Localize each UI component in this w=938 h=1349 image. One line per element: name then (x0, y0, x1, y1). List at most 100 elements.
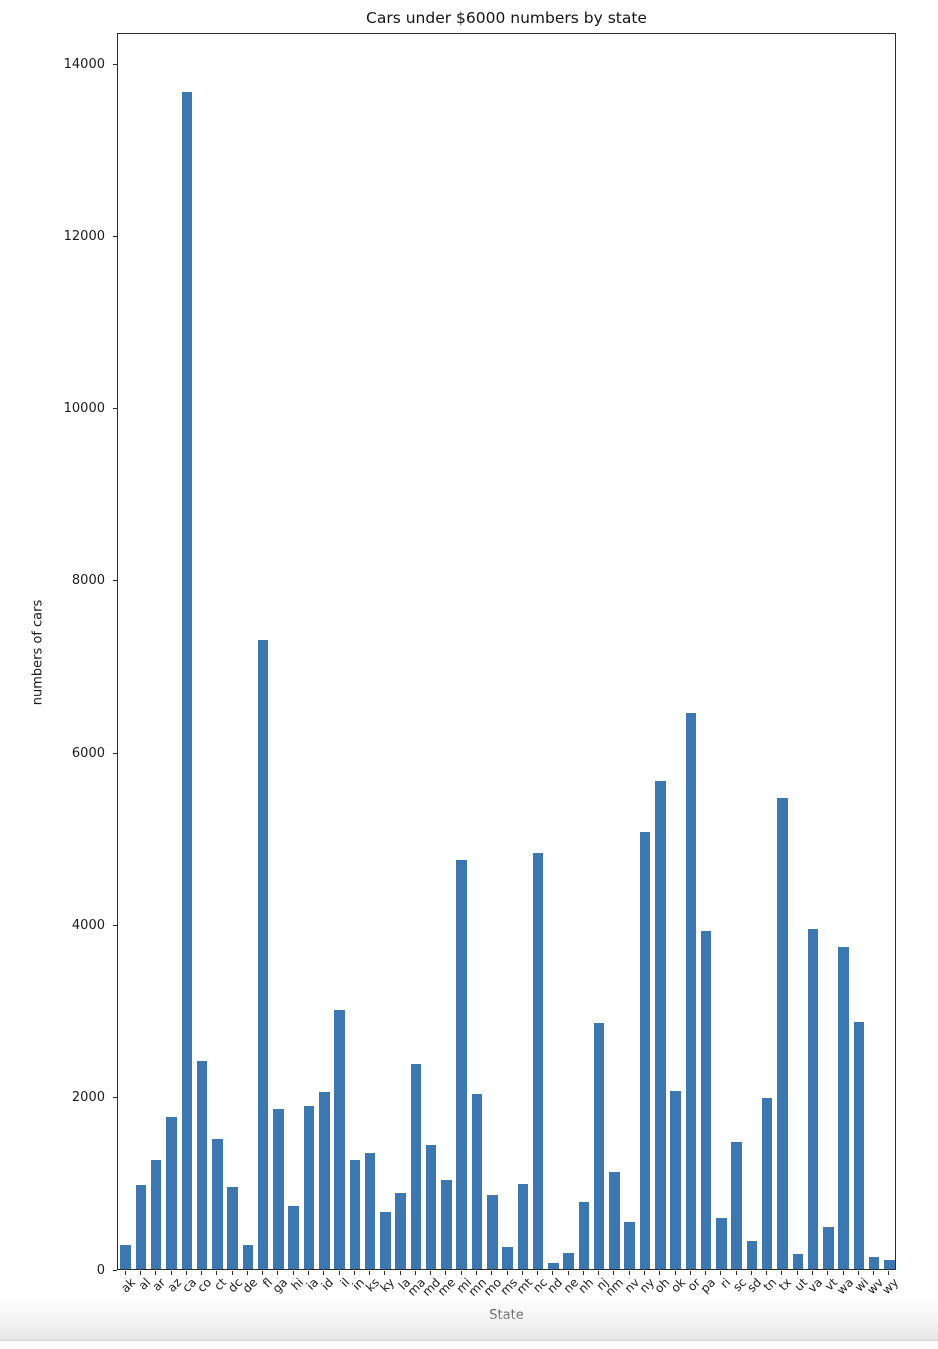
y-tick-mark (113, 1097, 117, 1099)
x-tick-mark (476, 1271, 477, 1275)
bar-nh (578, 1201, 590, 1269)
x-tick-mark (567, 1271, 569, 1275)
y-tick-label: 12000 (63, 228, 105, 244)
x-tick-mark (353, 1271, 355, 1275)
bar-de (242, 1244, 254, 1269)
x-tick-mark (705, 1271, 707, 1275)
bar-me (441, 1180, 452, 1269)
x-tick-mark (384, 1271, 386, 1275)
x-tick-mark (277, 1271, 279, 1275)
bar-ne (563, 1252, 574, 1269)
x-tick-mark (659, 1271, 661, 1275)
x-tick-mark (735, 1271, 737, 1275)
y-tick-label: 14000 (63, 56, 105, 72)
x-tick-mark (781, 1271, 783, 1275)
x-tick-mark (491, 1271, 493, 1275)
bar-sd (746, 1241, 758, 1269)
x-tick-mark (430, 1271, 432, 1275)
bar-md (425, 1145, 437, 1269)
y-tick-mark (113, 63, 117, 65)
x-tick-mark (613, 1271, 615, 1275)
bar-co (196, 1061, 208, 1269)
bar-nm (609, 1171, 620, 1269)
y-tick-mark (113, 1269, 117, 1271)
y-tick-mark (113, 235, 117, 237)
bar-or (685, 712, 696, 1269)
bar-sc (731, 1141, 742, 1269)
x-tick-mark (369, 1271, 370, 1275)
bar-vt (823, 1226, 834, 1269)
bar-mo (487, 1194, 498, 1269)
x-tick-mark (827, 1271, 829, 1275)
bar-ky (380, 1212, 391, 1269)
x-tick-mark (857, 1271, 859, 1275)
bar-nj (593, 1022, 605, 1269)
chart-title: Cars under $6000 numbers by state (366, 9, 647, 27)
x-tick-mark (521, 1271, 523, 1275)
y-tick-label: 4000 (71, 917, 105, 933)
bar-ut (792, 1253, 803, 1269)
x-tick-mark (323, 1271, 325, 1275)
x-tick-mark (537, 1271, 538, 1275)
x-tick-mark (689, 1271, 691, 1275)
bar-wv (868, 1256, 880, 1269)
x-tick-mark (888, 1271, 890, 1275)
bar-ak (120, 1244, 131, 1269)
bar-ny (639, 832, 651, 1269)
x-tick-mark (155, 1271, 157, 1275)
x-tick-mark (720, 1271, 722, 1275)
bar-ok (670, 1090, 681, 1269)
y-tick-mark (113, 408, 117, 410)
bar-ri (716, 1218, 727, 1269)
x-tick-mark (292, 1271, 294, 1275)
y-tick-label: 10000 (63, 401, 105, 417)
x-tick-mark (307, 1271, 309, 1275)
y-tick-label: 8000 (71, 573, 105, 589)
x-tick-mark (185, 1271, 187, 1275)
x-tick-mark (139, 1271, 141, 1275)
bar-tx (777, 797, 788, 1269)
x-tick-mark (552, 1271, 554, 1275)
bar-il (334, 1009, 345, 1269)
bar-ks (364, 1152, 376, 1269)
x-tick-mark (124, 1271, 126, 1275)
bar-ia (303, 1106, 315, 1269)
x-tick-mark (766, 1271, 768, 1275)
bar-dc (227, 1187, 238, 1269)
x-tick-mark (460, 1271, 462, 1275)
x-tick-mark (445, 1271, 447, 1275)
y-tick-label: 0 (96, 1262, 105, 1278)
bar-va (807, 928, 819, 1269)
bar-nd (548, 1263, 559, 1269)
bar-ct (212, 1138, 223, 1269)
bar-mt (517, 1183, 528, 1269)
bar-ma (410, 1064, 422, 1269)
x-tick-mark (628, 1271, 630, 1275)
y-tick-mark (113, 924, 117, 926)
y-tick-mark (113, 752, 117, 754)
x-tick-mark (873, 1271, 875, 1275)
bar-ca (181, 92, 192, 1269)
bar-mi (456, 859, 467, 1269)
bar-ga (273, 1108, 284, 1269)
y-axis-label: numbers of cars (30, 599, 46, 706)
bar-tn (761, 1098, 773, 1269)
bar-mn (471, 1094, 483, 1269)
x-tick-mark (750, 1271, 752, 1275)
bar-nv (624, 1221, 635, 1269)
bar-pa (700, 930, 712, 1269)
x-tick-mark (170, 1271, 172, 1275)
bar-id (319, 1092, 330, 1269)
x-tick-mark (246, 1271, 248, 1275)
x-tick-mark (812, 1271, 813, 1275)
bar-wi (853, 1021, 865, 1269)
x-tick-mark (582, 1271, 584, 1275)
x-tick-mark (414, 1271, 416, 1275)
x-tick-mark (399, 1271, 401, 1275)
y-tick-label: 6000 (71, 745, 105, 761)
x-tick-mark (644, 1271, 645, 1275)
x-tick-mark (201, 1271, 202, 1275)
x-tick-mark (231, 1271, 233, 1275)
bar-wa (838, 946, 849, 1269)
